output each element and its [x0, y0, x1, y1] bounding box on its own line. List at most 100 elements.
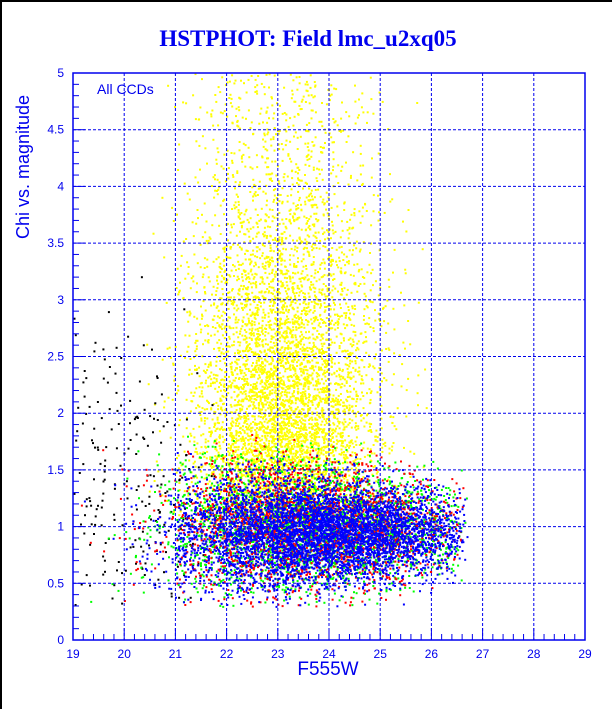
data-point [335, 397, 338, 400]
data-point [274, 420, 277, 423]
data-point [235, 431, 238, 434]
data-point [313, 305, 316, 308]
data-point [261, 281, 264, 284]
data-point [274, 384, 277, 387]
data-point [308, 336, 311, 339]
data-point [259, 395, 261, 398]
data-point [284, 426, 287, 429]
data-point [274, 389, 277, 392]
data-point [298, 419, 301, 422]
data-point [364, 295, 367, 298]
data-point [300, 228, 303, 231]
data-point [281, 355, 284, 358]
data-point [298, 216, 301, 219]
data-point [244, 397, 247, 400]
data-point [247, 317, 250, 320]
data-point [258, 391, 260, 393]
data-point [304, 439, 307, 442]
data-point [188, 310, 191, 313]
data-point [240, 284, 243, 287]
data-point [345, 380, 348, 383]
data-point [323, 320, 326, 323]
data-point [342, 376, 345, 379]
data-point [313, 441, 316, 444]
data-point [292, 419, 295, 421]
data-point [324, 295, 327, 298]
data-point [264, 338, 267, 341]
data-point [220, 426, 223, 429]
data-point [301, 333, 304, 336]
data-point [281, 427, 284, 430]
data-point [314, 457, 317, 460]
data-point [257, 308, 260, 311]
data-point [304, 426, 307, 429]
data-point [371, 268, 374, 271]
data-point [259, 447, 262, 450]
data-point [300, 203, 302, 206]
data-point [289, 234, 292, 237]
data-point [250, 351, 253, 353]
data-point [323, 342, 326, 345]
data-point [302, 348, 305, 351]
data-point [315, 433, 318, 436]
data-point [188, 368, 191, 371]
data-point [313, 300, 316, 303]
data-point [309, 451, 312, 454]
data-point [311, 367, 314, 370]
data-point [315, 239, 318, 242]
data-point [249, 399, 252, 402]
data-point [372, 466, 375, 469]
data-point [329, 343, 332, 346]
data-point [290, 303, 293, 306]
data-point [335, 370, 338, 373]
data-point [188, 334, 191, 337]
data-point [228, 326, 231, 329]
data-point [308, 157, 311, 160]
data-point [307, 278, 310, 281]
data-point [363, 282, 366, 285]
data-point [320, 400, 323, 403]
data-point [241, 307, 243, 309]
data-point [280, 382, 283, 385]
data-point [280, 455, 283, 458]
data-point [310, 350, 313, 353]
data-point [326, 445, 329, 447]
data-point [236, 367, 238, 370]
data-point [279, 381, 282, 384]
data-point [327, 215, 330, 217]
data-point [272, 308, 275, 311]
data-point [304, 397, 307, 400]
data-point [344, 459, 347, 462]
data-point [239, 368, 242, 371]
data-point [340, 314, 343, 317]
data-point [210, 433, 212, 436]
data-point [269, 406, 272, 409]
data-point [261, 280, 264, 283]
data-point [246, 460, 249, 463]
data-point [228, 454, 231, 457]
data-point [279, 297, 282, 300]
data-point [271, 403, 274, 406]
data-point [206, 369, 209, 372]
data-point [251, 426, 254, 429]
data-point [300, 411, 303, 414]
data-point [239, 341, 242, 344]
data-point [330, 452, 333, 455]
data-point [380, 349, 383, 352]
data-point [193, 436, 196, 439]
data-point [352, 274, 355, 277]
data-point [292, 79, 295, 82]
data-point [312, 447, 315, 450]
data-point [313, 290, 316, 293]
data-point [157, 470, 160, 473]
data-point [204, 382, 207, 385]
data-point [245, 382, 248, 385]
data-point [282, 366, 285, 369]
data-point [351, 253, 354, 256]
data-point [314, 243, 317, 246]
data-point [280, 257, 283, 260]
data-point [269, 138, 272, 141]
data-point [417, 301, 420, 304]
data-point [218, 434, 221, 437]
data-point [269, 447, 272, 449]
